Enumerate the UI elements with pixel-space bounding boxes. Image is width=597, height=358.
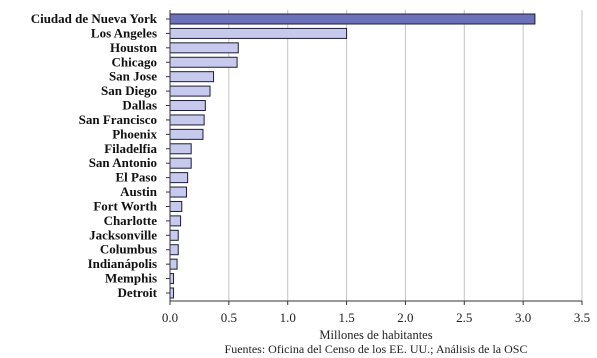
category-label: Indianápolis: [88, 256, 157, 271]
category-label: Fort Worth: [93, 198, 157, 213]
x-tick-label: 0.0: [162, 310, 178, 325]
category-label: Ciudad de Nueva York: [31, 11, 158, 26]
x-axis-title: Millones de habitantes: [319, 328, 432, 342]
bar: [169, 13, 536, 25]
x-tick-label: 2.5: [456, 310, 472, 325]
bar: [169, 172, 189, 184]
bar: [169, 200, 183, 212]
category-label: Houston: [110, 40, 158, 55]
category-label: Dallas: [122, 98, 157, 113]
category-label: Phoenix: [112, 126, 157, 141]
bar: [169, 100, 206, 112]
bar: [169, 143, 192, 155]
bar: [169, 114, 205, 126]
bar: [169, 56, 238, 68]
x-tick-labels: 0.0 0.5 1.0 1.5 2.0 2.5 3.0 3.5: [162, 310, 590, 325]
bar: [169, 85, 211, 97]
bar: [169, 186, 187, 198]
bar: [169, 244, 179, 256]
category-label: Memphis: [105, 271, 157, 286]
category-label: Columbus: [100, 242, 157, 257]
category-label: San Francisco: [79, 112, 157, 127]
category-label: Detroit: [118, 285, 158, 300]
x-tick-label: 1.5: [338, 310, 354, 325]
x-tick-label: 1.0: [280, 310, 296, 325]
gridlines: [228, 10, 583, 301]
category-label: Jacksonville: [89, 227, 157, 242]
category-label: San Diego: [101, 83, 157, 98]
category-label: San Antonio: [89, 155, 157, 170]
x-tick-label: 0.5: [221, 310, 237, 325]
bar: [169, 157, 192, 169]
bar: [169, 215, 182, 227]
axes: [166, 10, 583, 305]
bar: [169, 273, 175, 285]
category-label: Los Angeles: [91, 25, 157, 40]
x-tick-label: 2.0: [397, 310, 413, 325]
bar: [169, 128, 204, 140]
bar: [169, 42, 239, 54]
category-label: Austin: [120, 184, 158, 199]
source-note: Fuentes: Oficina del Censo de los EE. UU…: [225, 342, 528, 356]
bar: [169, 27, 348, 39]
category-label: San Jose: [109, 69, 157, 84]
category-label: Filadelfia: [104, 141, 157, 156]
category-label: Chicago: [112, 54, 158, 69]
bar: [169, 71, 215, 83]
bar: [169, 287, 175, 299]
category-label: El Paso: [115, 170, 157, 185]
x-tick-label: 3.5: [574, 310, 590, 325]
category-label: Charlotte: [104, 213, 158, 228]
bar: [169, 229, 179, 241]
x-tick-label: 3.0: [515, 310, 531, 325]
bar: [169, 258, 178, 270]
bars: [169, 13, 536, 299]
